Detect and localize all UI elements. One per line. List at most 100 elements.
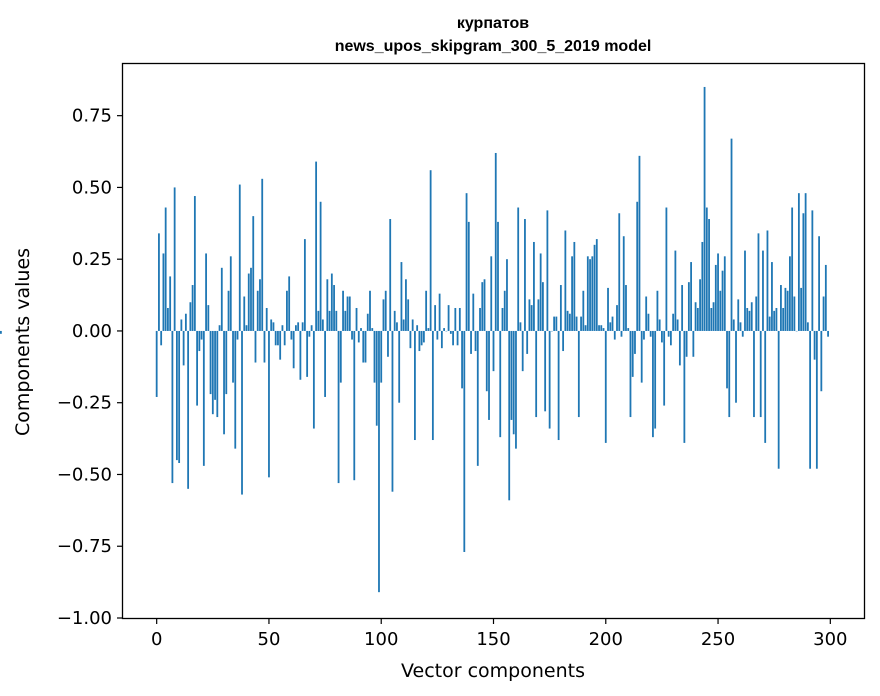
bar-139: [467, 221, 470, 331]
bar-220: [649, 330, 652, 337]
bar-172: [542, 282, 544, 331]
y-axis-ticks: −1.00 −0.75 −0.50 −0.25 0.00 0.25 0.50 0.75: [57, 106, 123, 629]
bar-85: [346, 296, 349, 331]
bar-186: [573, 241, 576, 331]
bar-92: [362, 330, 365, 363]
bar-169: [535, 330, 538, 418]
bar-147: [485, 330, 488, 392]
bar-261: [741, 330, 744, 337]
bar-75: [324, 330, 326, 397]
x-tick-label: 300: [813, 629, 847, 650]
bar-113: [409, 330, 412, 349]
bar-159: [512, 330, 515, 435]
x-tick-label: 150: [476, 629, 510, 650]
bar-23: [207, 305, 210, 331]
bar-57: [283, 330, 286, 346]
bar-103: [387, 330, 389, 357]
bar-54: [277, 330, 279, 346]
x-axis-ticks: 0 50 100 150 200 250 300: [151, 618, 847, 650]
bar-123: [431, 330, 434, 441]
bar-136: [461, 330, 463, 389]
bar-234: [681, 285, 684, 331]
bar-98: [375, 330, 378, 426]
bar-226: [663, 330, 666, 406]
bar-260: [739, 322, 742, 331]
bar-187: [575, 316, 578, 331]
bar-36: [236, 330, 239, 340]
bar-156: [506, 259, 508, 331]
bar-221: [652, 330, 654, 438]
bar-295: [818, 236, 820, 331]
bar-16: [191, 285, 194, 331]
bar-263: [746, 307, 749, 331]
bar-227: [665, 207, 668, 331]
x-tick-label: 0: [151, 629, 162, 650]
bar-189: [580, 316, 582, 331]
bar-27: [216, 330, 219, 418]
bar-158: [510, 330, 513, 420]
bar-164: [524, 219, 526, 331]
bar-140: [470, 330, 472, 354]
bar-235: [683, 330, 686, 443]
bar-293: [813, 330, 816, 360]
bar-127: [440, 330, 443, 349]
x-tick-label: 50: [258, 629, 281, 650]
bar-115: [414, 330, 416, 441]
bar-219: [647, 313, 650, 331]
y-tick-label: −0.25: [57, 393, 112, 414]
bar-278: [780, 285, 782, 331]
bar-64: [299, 330, 302, 380]
bar-7: [171, 330, 174, 484]
bar-296: [820, 330, 823, 392]
bar-196: [595, 239, 598, 331]
bar-253: [723, 256, 726, 331]
bar-182: [564, 230, 567, 331]
bar-44: [254, 330, 257, 363]
bar-241: [696, 307, 699, 331]
bar-143: [476, 330, 479, 466]
bar-104: [389, 219, 392, 331]
bar-248: [712, 302, 715, 331]
bar-0: [155, 330, 158, 397]
bar-46: [259, 279, 261, 331]
chart-title: курпатов: [457, 15, 529, 32]
bar-202: [609, 322, 612, 331]
bar-133: [454, 307, 457, 331]
bar-49: [265, 307, 268, 331]
bar-21: [202, 330, 205, 466]
bar-163: [521, 330, 524, 372]
bar-77: [328, 310, 331, 331]
bar-246: [708, 219, 710, 331]
bar-181: [562, 330, 565, 352]
bar-286: [797, 193, 800, 331]
bar-192: [586, 256, 589, 331]
bar-149: [490, 256, 493, 331]
bar-199: [602, 328, 605, 331]
bar-208: [622, 236, 625, 331]
bar-62: [295, 325, 297, 331]
bar-93: [364, 330, 367, 363]
bar-148: [488, 330, 490, 420]
bar-170: [537, 299, 540, 331]
bar-279: [782, 307, 785, 331]
bar-119: [422, 330, 425, 343]
bar-69: [310, 325, 313, 331]
bar-283: [791, 207, 794, 331]
bar-39: [243, 296, 246, 331]
y-tick-label: 0.25: [72, 249, 112, 270]
bar-183: [566, 310, 569, 331]
bar-178: [555, 316, 558, 331]
bar-214: [636, 201, 639, 331]
bar-56: [281, 325, 284, 331]
bar-232: [676, 319, 679, 331]
bars-group: [0, 86, 829, 593]
bar-249: [714, 264, 717, 331]
bar-33: [229, 256, 232, 331]
bar-165: [526, 330, 529, 354]
bar-34: [232, 330, 234, 383]
bar-134: [456, 330, 459, 346]
bar-63: [297, 322, 300, 331]
bar-42: [250, 267, 252, 331]
bar-105: [391, 330, 394, 492]
bar-78: [330, 273, 333, 331]
